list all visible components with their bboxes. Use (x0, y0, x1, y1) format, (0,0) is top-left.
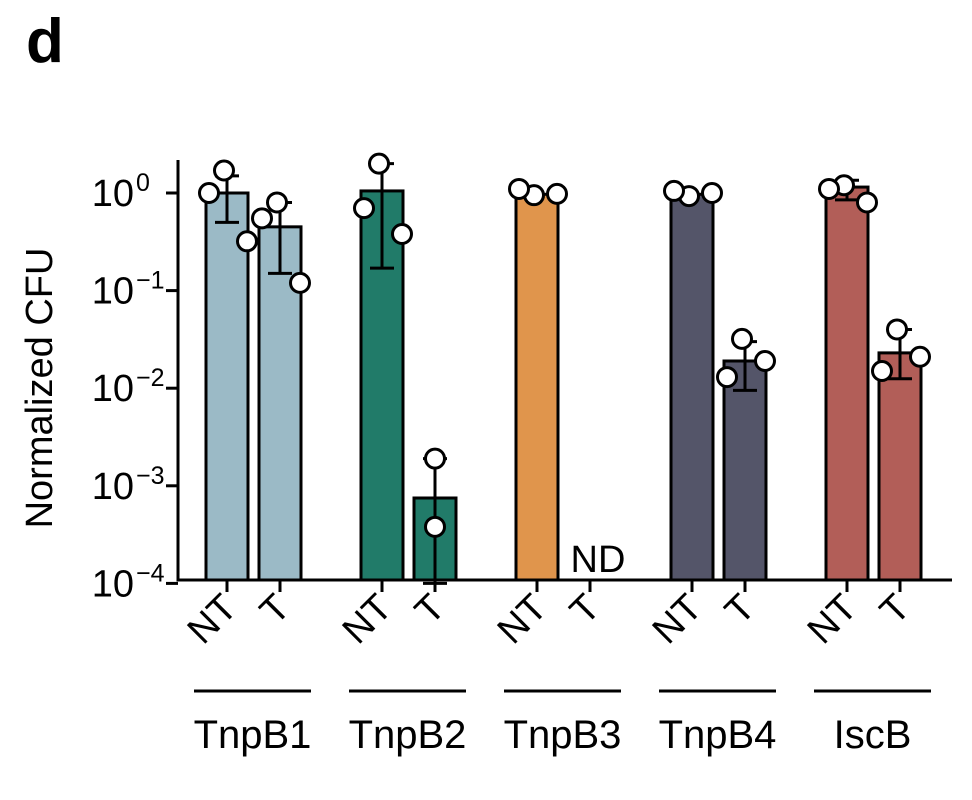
x-tick-label: T (407, 587, 453, 633)
y-tick-exponent: −3 (136, 462, 165, 490)
data-point (424, 447, 446, 470)
data-point (701, 182, 723, 204)
data-point (886, 318, 908, 341)
group-label: TnpB1 (194, 713, 312, 757)
y-tick-label: 10 (92, 173, 134, 215)
data-point (424, 515, 446, 538)
x-tick-label: NT (180, 587, 246, 653)
y-tick-exponent: −1 (136, 267, 165, 295)
x-tick-label: NT (490, 587, 556, 653)
y-axis-label: Normalized CFU (19, 248, 61, 529)
y-tick-label: 10 (92, 368, 134, 410)
x-tick-label: NT (800, 587, 866, 653)
data-point (663, 179, 685, 202)
data-point (716, 366, 738, 389)
data-point (391, 223, 413, 246)
data-point (266, 191, 288, 214)
group-label: TnpB2 (349, 713, 467, 757)
data-point (368, 152, 390, 175)
y-tick-label: 10 (92, 563, 134, 605)
x-tick-label: T (562, 587, 608, 633)
data-point (508, 177, 530, 200)
bar (877, 351, 923, 582)
group-label: IscB (834, 713, 912, 757)
bar (824, 185, 870, 582)
data-point (856, 191, 878, 214)
panel-letter: d (26, 7, 64, 76)
bars-layer: ND (198, 152, 931, 585)
x-tick-label: T (252, 587, 298, 633)
data-point (198, 182, 220, 204)
group-label: TnpB4 (659, 713, 777, 757)
y-tick-exponent: 0 (136, 169, 150, 197)
data-point (546, 182, 568, 205)
data-point (731, 327, 753, 350)
data-point (289, 271, 311, 294)
bar (722, 359, 768, 582)
group-label: TnpB3 (504, 713, 622, 757)
y-tick-exponent: −4 (136, 559, 165, 587)
y-tick-exponent: −2 (136, 364, 165, 392)
x-tick-label: T (717, 587, 763, 633)
x-tick-label: T (872, 587, 918, 633)
data-point (754, 349, 776, 372)
bar (669, 192, 715, 582)
data-point (818, 177, 840, 200)
bar (514, 192, 560, 582)
data-point (236, 230, 258, 253)
data-point (909, 345, 931, 368)
y-axis-title-group: Normalized CFU (19, 248, 61, 529)
data-point (871, 360, 893, 383)
y-tick-label: 10 (92, 271, 134, 313)
not-detected-label: ND (571, 539, 626, 581)
x-tick-label: NT (645, 587, 711, 653)
data-point (213, 159, 235, 182)
bar (204, 191, 250, 582)
x-tick-label: NT (335, 587, 401, 653)
y-tick-label: 10 (92, 466, 134, 508)
data-point (251, 207, 273, 230)
data-point (353, 197, 375, 220)
